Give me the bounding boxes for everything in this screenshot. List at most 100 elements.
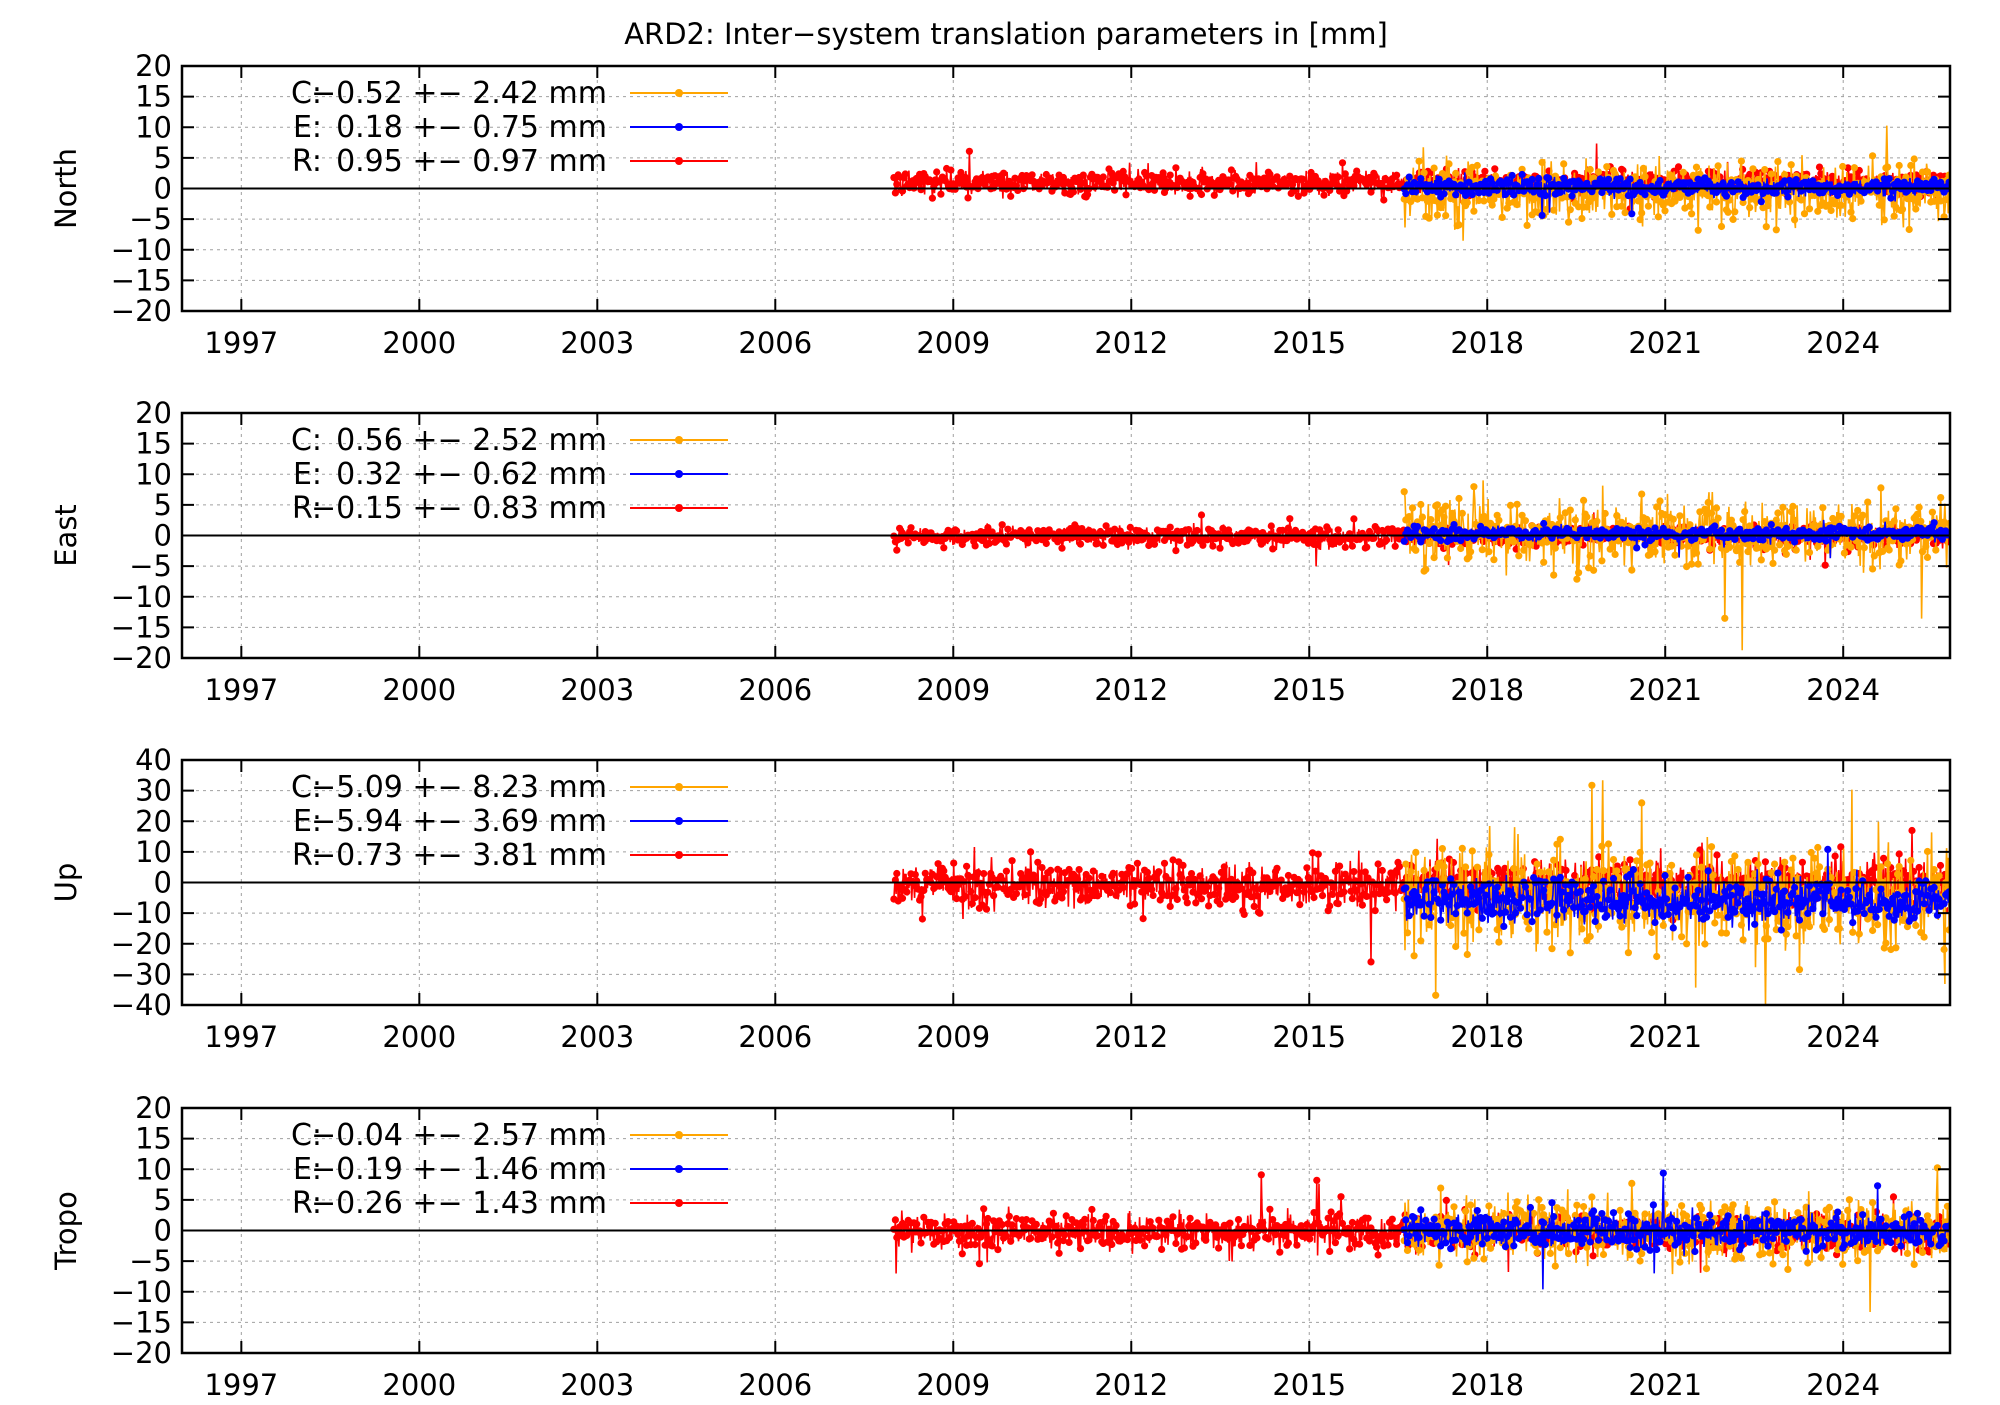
data-point [1160, 169, 1167, 176]
data-point [1340, 888, 1347, 895]
data-point [1703, 914, 1710, 921]
data-point [1706, 546, 1713, 553]
data-point [1622, 209, 1629, 216]
data-point [1557, 189, 1564, 196]
data-point [1524, 222, 1531, 229]
data-point [1886, 546, 1893, 553]
data-point [1779, 504, 1786, 511]
y-axis-label: North [49, 148, 83, 229]
data-point [1612, 551, 1619, 558]
data-point [1421, 913, 1428, 920]
data-point [1768, 170, 1775, 177]
data-point [1735, 899, 1742, 906]
data-point [1917, 890, 1924, 897]
data-point [1027, 1235, 1034, 1242]
data-point [1540, 559, 1547, 566]
data-point [1367, 958, 1374, 965]
data-point [1494, 884, 1501, 891]
data-point [1695, 227, 1702, 234]
data-point [1688, 561, 1695, 568]
data-point [1402, 884, 1409, 891]
data-point [1826, 880, 1833, 887]
data-point [1941, 900, 1948, 907]
data-point [1349, 543, 1356, 550]
data-point [1633, 544, 1640, 551]
data-point [972, 1241, 979, 1248]
data-point [1605, 176, 1612, 183]
data-point [1774, 158, 1781, 165]
data-point [1809, 905, 1816, 912]
data-point [1221, 863, 1228, 870]
x-tick-label: 2003 [560, 673, 634, 707]
data-point [1412, 547, 1419, 554]
data-point [1637, 216, 1644, 223]
data-point [1735, 544, 1742, 551]
data-point [1519, 894, 1526, 901]
data-point [1447, 922, 1454, 929]
data-point [1706, 203, 1713, 210]
data-point [947, 167, 954, 174]
data-point [1104, 184, 1111, 191]
data-point [1238, 885, 1245, 892]
data-point [1774, 870, 1781, 877]
data-point [1592, 918, 1599, 925]
data-point [1154, 1233, 1161, 1240]
data-point [932, 1220, 939, 1227]
data-point [1738, 885, 1745, 892]
data-point [1922, 543, 1929, 550]
data-point [937, 191, 944, 198]
data-point [1641, 191, 1648, 198]
data-point [1228, 166, 1235, 173]
y-tick-label: −10 [111, 896, 172, 930]
x-tick-label: 2009 [916, 326, 990, 360]
data-point [983, 906, 990, 913]
data-point [1638, 209, 1645, 216]
data-point [1588, 782, 1595, 789]
data-point [953, 527, 960, 534]
data-point [1167, 903, 1174, 910]
data-point [1613, 867, 1620, 874]
data-point [1557, 836, 1564, 843]
data-point [1896, 863, 1903, 870]
data-point [1550, 572, 1557, 579]
y-tick-label: 20 [135, 804, 172, 838]
x-tick-label: 2009 [916, 1020, 990, 1054]
data-point [1819, 910, 1826, 917]
data-point [966, 148, 973, 155]
data-point [1384, 889, 1391, 896]
data-point [1648, 929, 1655, 936]
data-point [1329, 891, 1336, 898]
data-point [976, 1260, 983, 1267]
data-point [1372, 907, 1379, 914]
data-point [1535, 175, 1542, 182]
data-point [1383, 536, 1390, 543]
data-point [1603, 163, 1610, 170]
data-point [1078, 180, 1085, 187]
data-point [1505, 179, 1512, 186]
data-point [1534, 181, 1541, 188]
data-point [1625, 949, 1632, 956]
data-point [1194, 527, 1201, 534]
legend-name: E: [293, 110, 322, 145]
x-tick-label: 2012 [1094, 326, 1168, 360]
data-point [1877, 886, 1884, 893]
y-tick-label: 15 [135, 80, 172, 114]
data-point [962, 174, 969, 181]
data-point [1806, 549, 1813, 556]
data-point [1726, 543, 1733, 550]
data-point [1216, 901, 1223, 908]
data-point [1479, 546, 1486, 553]
data-point [903, 888, 910, 895]
chart-title: ARD2: Inter−system translation parameter… [624, 17, 1388, 51]
data-point [913, 1221, 920, 1228]
data-point [1047, 867, 1054, 874]
data-point [1698, 864, 1705, 871]
data-point [1568, 192, 1575, 199]
data-point [1393, 172, 1400, 179]
data-point [1598, 843, 1605, 850]
data-point [1524, 911, 1531, 918]
data-point [1723, 193, 1730, 200]
data-point [1209, 543, 1216, 550]
data-point [1325, 526, 1332, 533]
data-point [1718, 223, 1725, 230]
